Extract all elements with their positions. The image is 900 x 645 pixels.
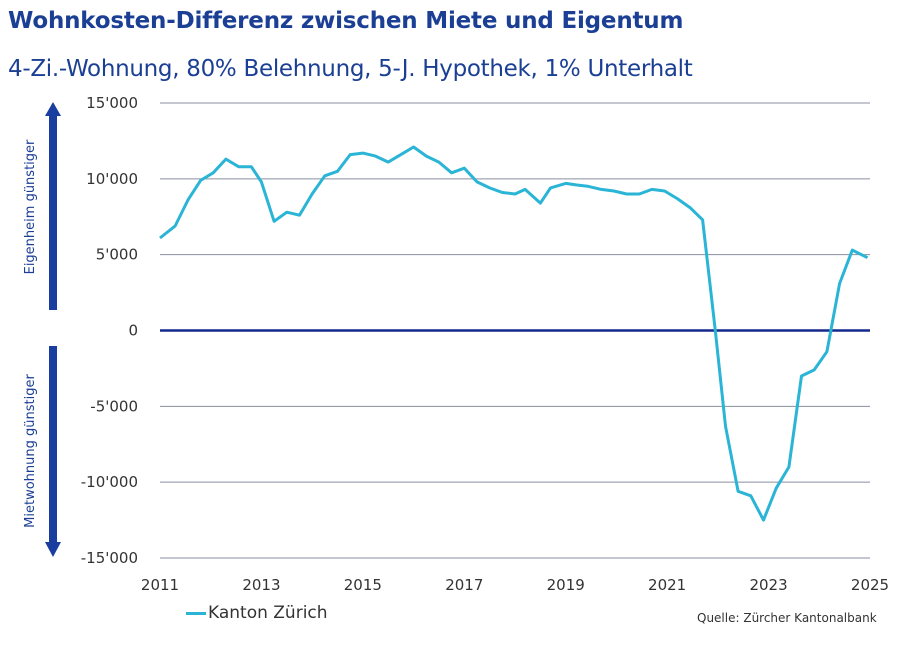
chart-title: Wohnkosten-Differenz zwischen Miete und …	[8, 8, 684, 34]
down-arrow-head	[45, 542, 61, 557]
legend-swatch	[186, 611, 206, 615]
down-arrow-shaft	[49, 346, 57, 544]
x-tick-label: 2023	[749, 576, 787, 594]
y-tick-label: 5'000	[96, 246, 138, 264]
y-tick-label: 15'000	[86, 94, 138, 112]
up-arrow-shaft	[49, 114, 57, 310]
y-tick-label: -5'000	[90, 397, 138, 415]
legend-label: Kanton Zürich	[208, 603, 328, 623]
x-tick-label: 2015	[344, 576, 382, 594]
chart-subtitle: 4-Zi.-Wohnung, 80% Belehnung, 5-J. Hypot…	[8, 56, 693, 82]
x-tick-label: 2019	[547, 576, 585, 594]
x-tick-label: 2013	[242, 576, 280, 594]
source-note: Quelle: Zürcher Kantonalbank	[697, 611, 877, 625]
y-tick-label: 0	[128, 322, 138, 340]
x-tick-label: 2011	[141, 576, 179, 594]
x-tick-label: 2025	[851, 576, 889, 594]
annotation-eigenheim-guenstiger: Eigenheim günstiger	[23, 139, 38, 274]
y-tick-label: -10'000	[81, 473, 138, 491]
x-tick-label: 2017	[445, 576, 483, 594]
up-arrow-head	[45, 102, 61, 116]
series-line-kanton-zuerich	[159, 145, 869, 522]
annotation-mietwohnung-guenstiger: Mietwohnung günstiger	[23, 374, 38, 528]
y-tick-label: -15'000	[81, 549, 138, 567]
y-tick-label: 10'000	[86, 170, 138, 188]
x-tick-label: 2021	[648, 576, 686, 594]
legend: Kanton Zürich	[186, 603, 328, 623]
